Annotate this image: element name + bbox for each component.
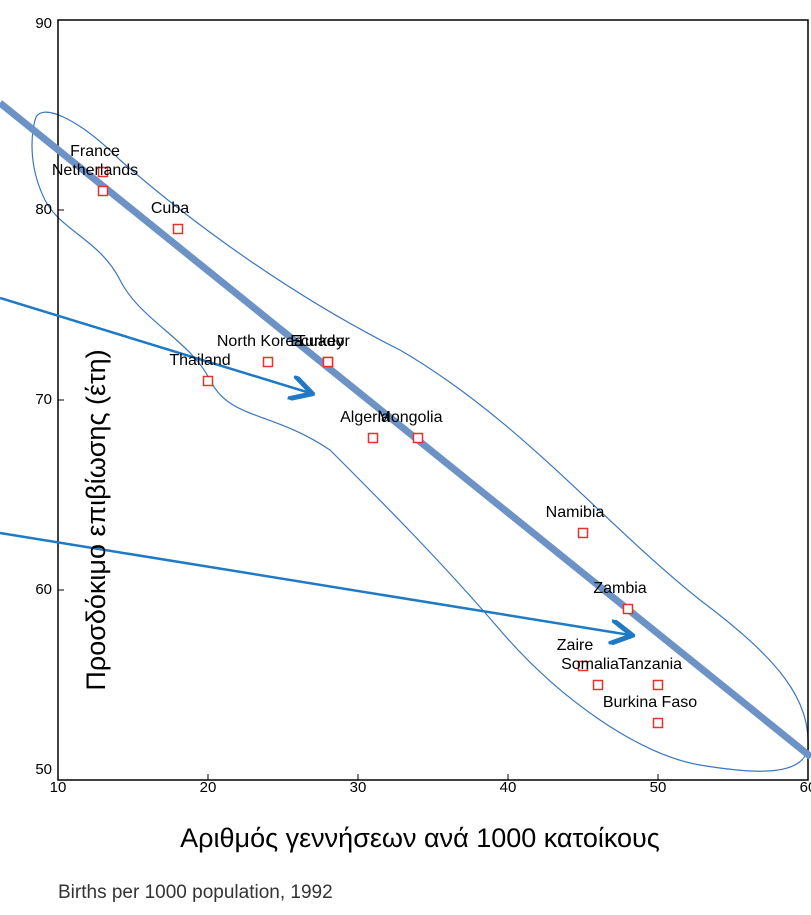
point-label: Mongolia — [378, 409, 443, 426]
x-tick-label: 10 — [50, 779, 67, 796]
x-tick-label: 60 — [800, 779, 811, 796]
y-tick-label: 80 — [35, 201, 52, 218]
point-label: Zaire — [557, 637, 594, 654]
x-axis-label: Αριθμός γεννήσεων ανά 1000 κατοίκους — [180, 823, 660, 853]
point — [412, 432, 424, 444]
fit-line — [0, 100, 811, 760]
y-tick-label: 90 — [35, 15, 52, 32]
point — [202, 375, 214, 387]
y-tick-label: 70 — [35, 391, 52, 408]
point — [262, 356, 274, 368]
point — [97, 185, 109, 197]
point-label: North Korea — [217, 333, 303, 350]
point-label: Ecuador — [290, 333, 350, 350]
point-label: Namibia — [546, 504, 605, 521]
point-label: Zambia — [593, 580, 646, 597]
point-label: Netherlands — [52, 162, 138, 179]
point — [577, 660, 589, 672]
point — [367, 432, 379, 444]
point — [97, 166, 109, 178]
point-label: Somalia — [561, 656, 619, 673]
point — [322, 356, 334, 368]
arrow — [0, 296, 310, 393]
envelope — [31, 111, 809, 772]
x-tick-label: 40 — [500, 779, 517, 796]
x-tick-label: 30 — [350, 779, 367, 796]
point — [652, 679, 664, 691]
y-tick-label: 60 — [35, 581, 52, 598]
point-label: Burkina Faso — [603, 694, 697, 711]
x-tick-label: 50 — [650, 779, 667, 796]
point-label: Thailand — [169, 352, 230, 369]
point-label: France — [70, 143, 120, 160]
point — [172, 223, 184, 235]
y-tick-label: 50 — [35, 761, 52, 778]
point — [592, 679, 604, 691]
arrow — [0, 531, 630, 635]
point — [652, 717, 664, 729]
point — [622, 603, 634, 615]
point-label: Turkey — [296, 333, 344, 350]
point — [577, 527, 589, 539]
point-label: Algeria — [340, 409, 390, 426]
subtitle: Births per 1000 population, 1992 — [58, 882, 333, 903]
point-label: Cuba — [151, 200, 189, 217]
point-label: Tanzania — [618, 656, 682, 673]
y-axis-label: Προσδόκιμο επιβίωσης (έτη) — [81, 349, 111, 690]
x-tick-label: 20 — [200, 779, 217, 796]
